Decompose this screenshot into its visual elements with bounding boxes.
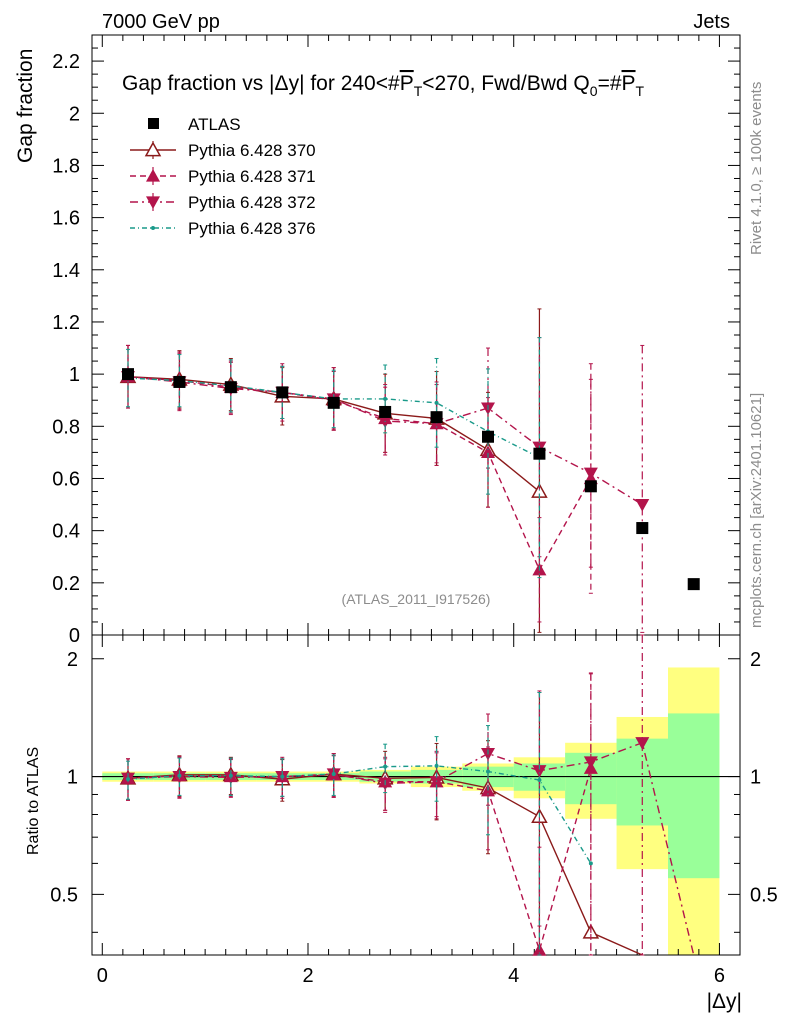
- legend-marker: [146, 196, 160, 209]
- ratio-tick-label-right: 2: [750, 649, 761, 671]
- y-tick-label: 0.4: [52, 521, 80, 543]
- atlas-data-point: [379, 405, 392, 418]
- y-tick-label: 0.6: [52, 468, 80, 490]
- y-tick-label: 1.6: [52, 208, 80, 230]
- atlas-data-point: [636, 522, 649, 535]
- ratio-tick-label-right: 1: [750, 767, 761, 789]
- y-tick-label: 1.4: [52, 260, 80, 282]
- title-part-c: y| for 240<#: [289, 72, 400, 95]
- ratio-point: [228, 773, 233, 778]
- y-tick-label: 2: [69, 103, 80, 125]
- ratio-line-372: [127, 741, 695, 956]
- atlas-data-point: [430, 411, 443, 424]
- category-label: Jets: [693, 11, 730, 33]
- ratio-plot-frame: [91, 634, 741, 956]
- x-axis-title: |Δy|: [707, 990, 742, 1013]
- title-pt-2: P: [622, 72, 636, 95]
- ratio-point: [486, 769, 490, 774]
- ratio-point: [331, 772, 336, 777]
- atlas-data-point: [224, 381, 237, 394]
- plot-title: Gap fraction vs |Δy| for 240<#PT<270, Fw…: [122, 72, 645, 99]
- title-pt-1: P: [400, 72, 414, 95]
- atlas-data-point: [584, 480, 597, 493]
- legend-series-label: Pythia 6.428 370: [188, 141, 316, 160]
- atlas-data-point: [173, 375, 186, 388]
- ratio-point: [537, 777, 542, 782]
- title-q-sub: 0: [590, 83, 598, 99]
- ratio-point: [177, 773, 182, 778]
- legend-marker: [144, 141, 162, 157]
- legend-series-label: Pythia 6.428 372: [188, 193, 316, 212]
- ratio-tick-label: 1: [67, 767, 78, 789]
- legend-atlas-label: ATLAS: [188, 115, 241, 134]
- title-pt-sub-2: T: [636, 83, 645, 99]
- markers: [119, 308, 700, 956]
- ratio-point: [635, 737, 650, 750]
- x-tick-label: 0: [97, 965, 108, 987]
- title-part-f: <270, Fwd/Bwd Q: [422, 72, 590, 95]
- series-lines: [127, 376, 695, 956]
- ratio-point: [429, 776, 444, 789]
- atlas-data-point: [482, 430, 494, 443]
- title-part-h: =#: [598, 72, 622, 95]
- source-label: mcplots.cern.ch [arXiv:2401.10621]: [748, 393, 765, 628]
- title-part-b: Δ: [275, 72, 289, 95]
- y-tick-label: 0.2: [52, 573, 80, 595]
- main-point: [434, 400, 439, 405]
- y-tick-label: 0.8: [52, 416, 80, 438]
- energy-label: 7000 GeV pp: [102, 11, 220, 33]
- legend-atlas-marker: [148, 118, 159, 129]
- x-tick-label: 6: [714, 965, 725, 987]
- ratio-point: [532, 765, 547, 778]
- y-tick-label: 2.2: [52, 51, 80, 73]
- legend-series-label: Pythia 6.428 376: [188, 219, 316, 238]
- ratio-line-376: [127, 765, 592, 864]
- ratio-tick-label: 2: [67, 649, 78, 671]
- y-axis-title: Gap fraction: [14, 49, 37, 163]
- ratio-point: [532, 943, 547, 956]
- analysis-id: (ATLAS_2011_I917526): [342, 591, 491, 607]
- ratio-line-371: [127, 768, 592, 953]
- rivet-label: Rivet 4.1.0, ≥ 100k events: [748, 82, 765, 255]
- main-line-372: [127, 376, 643, 506]
- ratio-axis-title: Ratio to ATLAS: [25, 747, 42, 855]
- x-tick-label: 4: [508, 965, 519, 987]
- ratio-point: [383, 764, 388, 769]
- stat-uncertainty-band: [668, 713, 720, 879]
- ratio-point: [434, 763, 439, 768]
- atlas-data-point: [327, 396, 340, 409]
- uncertainty-bands: [102, 667, 720, 955]
- ratio-point: [126, 777, 130, 782]
- legend: ATLAS Pythia 6.428 370 Pythia 6.428 371 Pyt…: [130, 115, 316, 238]
- atlas-data-point: [276, 386, 289, 399]
- ratio-point: [280, 774, 285, 779]
- ratio-point: [583, 756, 598, 769]
- ratio-tick-label: 0.5: [50, 884, 78, 906]
- atlas-data-point: [533, 447, 546, 460]
- ratio-point: [588, 861, 593, 866]
- legend-marker: [151, 226, 155, 230]
- y-tick-label: 1.8: [52, 155, 80, 177]
- x-tick-label: 2: [302, 965, 313, 987]
- ratio-tick-label-right: 0.5: [750, 884, 778, 906]
- title-pt-sub-1: T: [414, 83, 423, 99]
- title-part-a: Gap fraction vs |: [122, 72, 275, 95]
- main-point: [383, 396, 388, 401]
- legend-series-label: Pythia 6.428 371: [188, 167, 316, 186]
- y-tick-label: 0: [69, 625, 80, 647]
- y-tick-label: 1: [69, 364, 80, 386]
- legend-marker: [146, 169, 160, 182]
- atlas-data-point: [687, 578, 700, 591]
- y-tick-label: 1.2: [52, 312, 80, 334]
- main-point: [635, 498, 650, 512]
- atlas-data-point: [122, 368, 134, 381]
- main-point: [583, 467, 598, 481]
